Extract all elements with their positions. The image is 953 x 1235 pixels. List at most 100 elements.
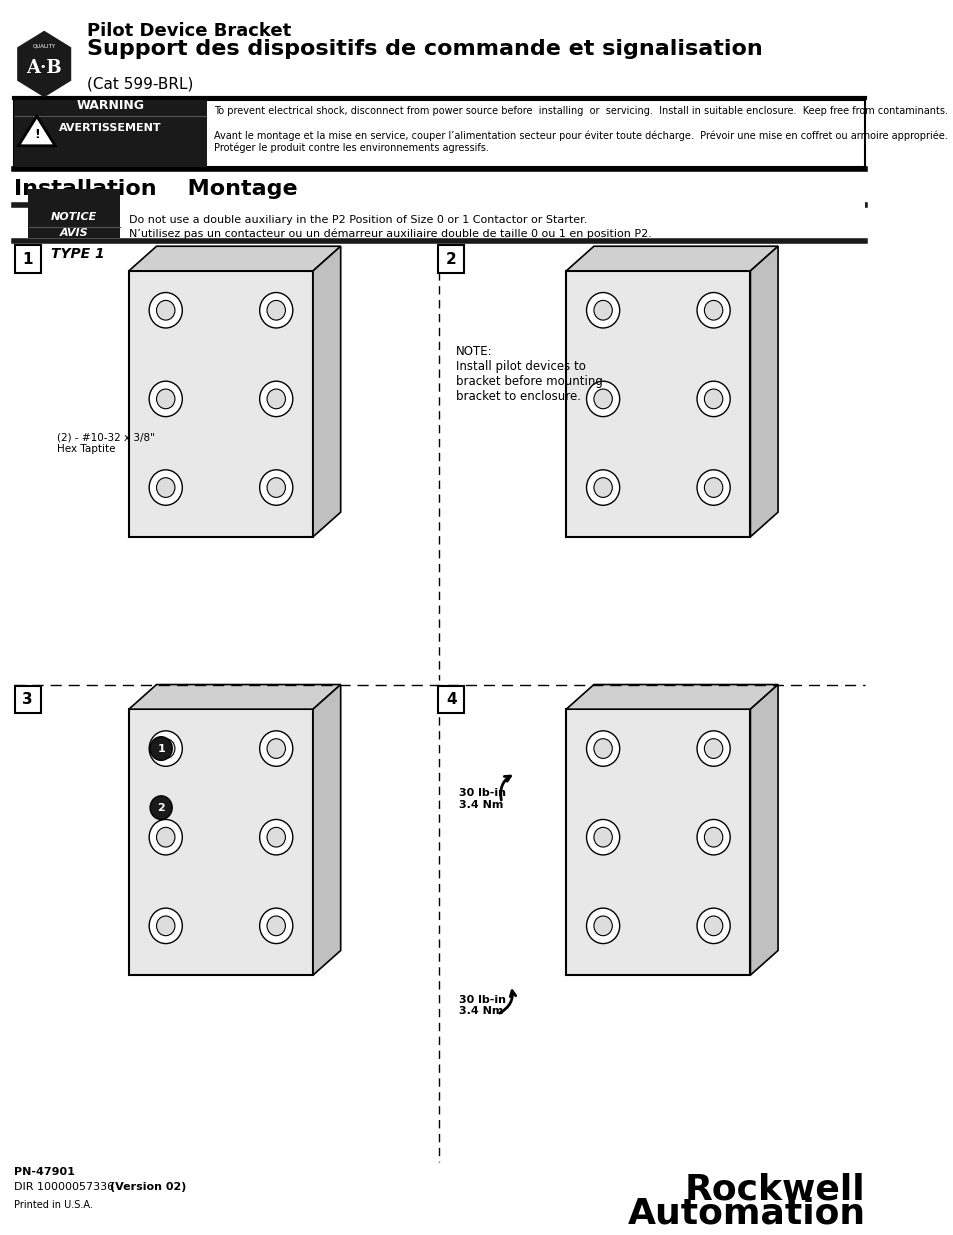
Text: To prevent electrical shock, disconnect from power source before  installing  or: To prevent electrical shock, disconnect … xyxy=(213,106,946,116)
Text: 1: 1 xyxy=(157,743,165,753)
Circle shape xyxy=(703,916,722,936)
Circle shape xyxy=(259,731,293,766)
Circle shape xyxy=(259,469,293,505)
Polygon shape xyxy=(750,684,778,976)
Text: N’utilisez pas un contacteur ou un démarreur auxiliaire double de taille 0 ou 1 : N’utilisez pas un contacteur ou un démar… xyxy=(129,228,651,240)
FancyBboxPatch shape xyxy=(13,100,863,168)
Circle shape xyxy=(149,731,182,766)
Polygon shape xyxy=(566,684,778,709)
Circle shape xyxy=(697,469,729,505)
Polygon shape xyxy=(750,246,778,537)
FancyBboxPatch shape xyxy=(566,270,750,537)
Circle shape xyxy=(703,478,722,498)
Text: QUALITY: QUALITY xyxy=(32,43,55,49)
FancyBboxPatch shape xyxy=(129,270,313,537)
FancyBboxPatch shape xyxy=(566,709,750,976)
Circle shape xyxy=(594,739,612,758)
Circle shape xyxy=(267,478,285,498)
Text: Installation    Montage: Installation Montage xyxy=(13,179,297,199)
FancyBboxPatch shape xyxy=(437,246,463,273)
Circle shape xyxy=(594,827,612,847)
Circle shape xyxy=(149,469,182,505)
Polygon shape xyxy=(566,246,778,270)
Circle shape xyxy=(149,820,182,855)
Text: PN-47901: PN-47901 xyxy=(13,1167,74,1177)
FancyBboxPatch shape xyxy=(437,685,463,713)
Circle shape xyxy=(267,739,285,758)
Circle shape xyxy=(259,293,293,329)
Circle shape xyxy=(594,916,612,936)
Circle shape xyxy=(259,382,293,416)
Circle shape xyxy=(594,389,612,409)
Text: 2: 2 xyxy=(445,252,456,267)
Circle shape xyxy=(594,478,612,498)
Circle shape xyxy=(149,908,182,944)
Circle shape xyxy=(156,739,174,758)
Circle shape xyxy=(697,820,729,855)
Polygon shape xyxy=(313,684,340,976)
Circle shape xyxy=(267,300,285,320)
Text: Pilot Device Bracket: Pilot Device Bracket xyxy=(88,22,292,40)
Circle shape xyxy=(697,382,729,416)
Circle shape xyxy=(703,827,722,847)
Polygon shape xyxy=(313,246,340,537)
Text: Do not use a double auxiliary in the P2 Position of Size 0 or 1 Contactor or Sta: Do not use a double auxiliary in the P2 … xyxy=(129,215,587,225)
Text: (Version 02): (Version 02) xyxy=(111,1182,187,1192)
Circle shape xyxy=(259,820,293,855)
Text: WARNING: WARNING xyxy=(76,99,144,112)
Circle shape xyxy=(697,908,729,944)
Text: !: ! xyxy=(34,128,40,142)
Text: Rockwell: Rockwell xyxy=(684,1172,864,1207)
Circle shape xyxy=(156,300,174,320)
Circle shape xyxy=(156,916,174,936)
Polygon shape xyxy=(18,32,71,96)
Circle shape xyxy=(703,389,722,409)
Circle shape xyxy=(150,737,172,761)
Text: 4: 4 xyxy=(445,692,456,706)
FancyBboxPatch shape xyxy=(14,685,40,713)
Circle shape xyxy=(156,389,174,409)
Circle shape xyxy=(594,300,612,320)
FancyBboxPatch shape xyxy=(28,189,863,238)
Text: DIR 10000057336: DIR 10000057336 xyxy=(13,1182,117,1192)
Circle shape xyxy=(156,827,174,847)
Circle shape xyxy=(150,795,172,820)
Text: 3: 3 xyxy=(22,692,33,706)
Circle shape xyxy=(697,293,729,329)
Text: NOTICE: NOTICE xyxy=(51,211,96,222)
Text: Avant le montage et la mise en service, couper l’alimentation secteur pour évite: Avant le montage et la mise en service, … xyxy=(213,130,949,153)
Circle shape xyxy=(156,478,174,498)
Polygon shape xyxy=(129,246,340,270)
Circle shape xyxy=(586,908,619,944)
Text: Printed in U.S.A.: Printed in U.S.A. xyxy=(13,1199,92,1209)
Text: TYPE 1: TYPE 1 xyxy=(51,247,104,261)
Circle shape xyxy=(586,820,619,855)
Circle shape xyxy=(586,293,619,329)
Text: 1: 1 xyxy=(22,252,32,267)
Circle shape xyxy=(267,389,285,409)
Polygon shape xyxy=(129,684,340,709)
Text: AVIS: AVIS xyxy=(59,228,88,238)
Text: A·B: A·B xyxy=(27,59,62,77)
Circle shape xyxy=(259,908,293,944)
Circle shape xyxy=(586,382,619,416)
FancyBboxPatch shape xyxy=(129,709,313,976)
Text: 30 lb-in
3.4 Nm: 30 lb-in 3.4 Nm xyxy=(458,994,505,1016)
Text: (2) - #10-32 x 3/8"
Hex Taptite: (2) - #10-32 x 3/8" Hex Taptite xyxy=(57,432,154,454)
Text: NOTE:
Install pilot devices to
bracket before mounting
bracket to enclosure.: NOTE: Install pilot devices to bracket b… xyxy=(456,345,602,403)
Circle shape xyxy=(267,827,285,847)
FancyBboxPatch shape xyxy=(14,246,40,273)
Circle shape xyxy=(149,382,182,416)
Circle shape xyxy=(586,469,619,505)
Circle shape xyxy=(703,739,722,758)
Circle shape xyxy=(267,916,285,936)
FancyBboxPatch shape xyxy=(28,189,119,238)
Circle shape xyxy=(586,731,619,766)
Polygon shape xyxy=(18,116,55,146)
FancyBboxPatch shape xyxy=(13,100,207,168)
Circle shape xyxy=(149,293,182,329)
Circle shape xyxy=(697,731,729,766)
Text: 2: 2 xyxy=(157,803,165,813)
Circle shape xyxy=(703,300,722,320)
Text: Support des dispositifs de commande et signalisation: Support des dispositifs de commande et s… xyxy=(88,40,762,59)
